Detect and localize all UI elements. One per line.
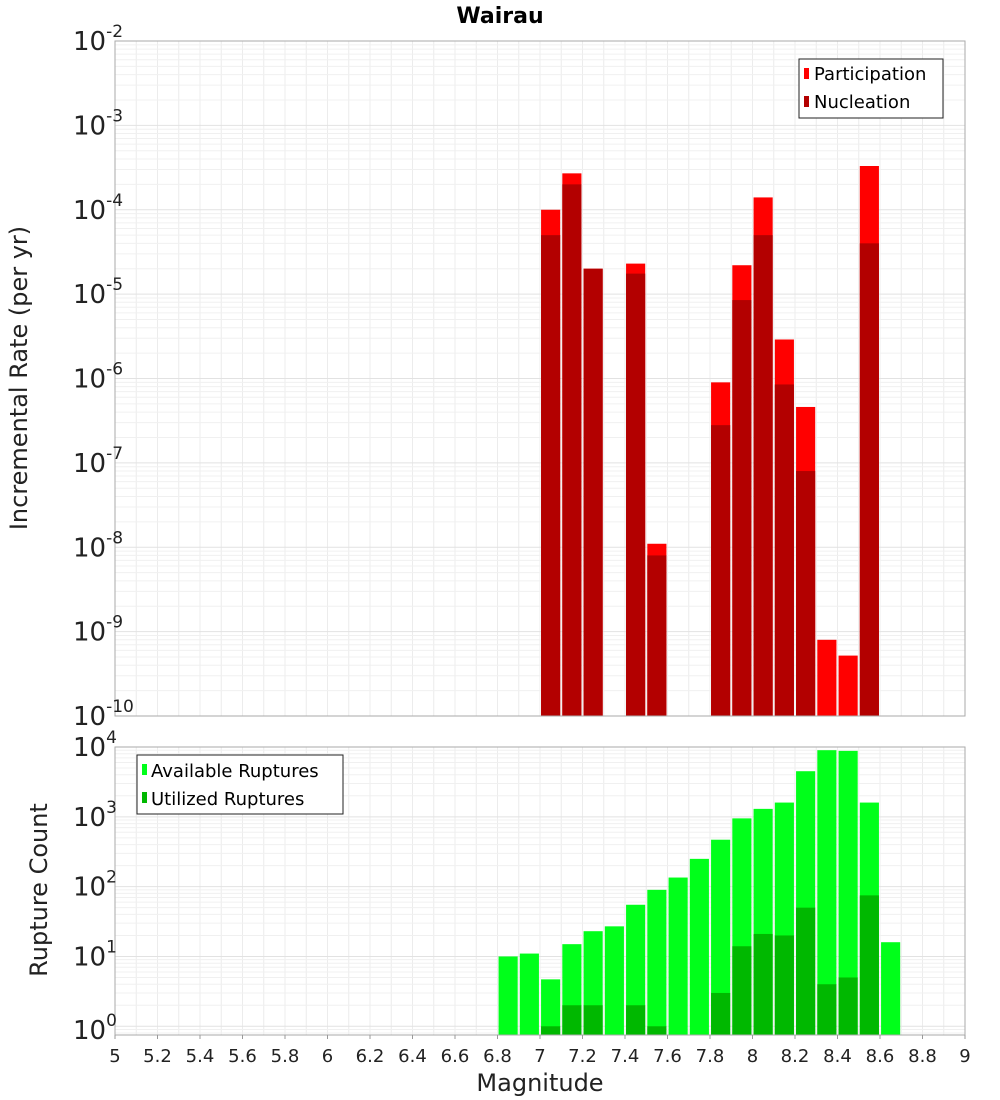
- bar-utilized-ruptures: [711, 992, 731, 1035]
- bar-nucleation: [541, 235, 561, 716]
- bar-nucleation: [583, 268, 603, 716]
- x-axis-label: Magnitude: [476, 1069, 603, 1097]
- y-tick-label: 101: [73, 937, 117, 972]
- x-tick-label: 6.4: [398, 1046, 427, 1067]
- legend-swatch-participation: [804, 68, 809, 79]
- bar-participation: [817, 639, 837, 716]
- bar-nucleation: [647, 555, 667, 716]
- y-tick-label: 10-5: [73, 275, 123, 310]
- bar-utilized-ruptures: [774, 935, 794, 1035]
- x-tick-label: 8.8: [908, 1046, 937, 1067]
- legend-swatch-utilized: [142, 792, 147, 803]
- bar-available-ruptures: [881, 942, 901, 1035]
- bar-available-ruptures: [838, 750, 858, 1035]
- bar-utilized-ruptures: [583, 1005, 603, 1035]
- bar-nucleation: [796, 471, 816, 716]
- y-tick-label: 102: [73, 868, 117, 903]
- legend-label-participation: Participation: [814, 64, 926, 85]
- bar-available-ruptures: [498, 956, 518, 1035]
- rate-plot-border: [114, 40, 966, 717]
- bar-nucleation: [626, 273, 646, 716]
- bar-utilized-ruptures: [796, 907, 816, 1035]
- x-tick-label: 7.6: [653, 1046, 682, 1067]
- bar-available-ruptures: [626, 904, 646, 1035]
- x-tick-label: 8.6: [866, 1046, 895, 1067]
- bar-available-ruptures: [519, 953, 539, 1035]
- bar-nucleation: [562, 184, 582, 717]
- y-tick-label: 10-3: [73, 106, 123, 141]
- y-tick-label: 10-7: [73, 444, 123, 479]
- bar-utilized-ruptures: [626, 1005, 646, 1035]
- bar-nucleation: [859, 243, 879, 717]
- x-tick-label: 6.2: [356, 1046, 385, 1067]
- x-tick-label: 8.2: [781, 1046, 810, 1067]
- x-tick-label: 7.4: [611, 1046, 640, 1067]
- bar-available-ruptures: [647, 889, 667, 1035]
- x-tick-label: 5.8: [271, 1046, 300, 1067]
- x-tick-label: 8: [747, 1046, 758, 1067]
- legend-swatch-nucleation: [804, 96, 809, 107]
- x-tick-label: 5.4: [186, 1046, 215, 1067]
- count-legend-box: [136, 754, 344, 815]
- bar-available-ruptures: [689, 858, 709, 1035]
- bar-available-ruptures: [604, 926, 624, 1035]
- x-tick-label: 5: [109, 1046, 120, 1067]
- bar-utilized-ruptures: [732, 946, 752, 1035]
- bar-nucleation: [774, 384, 794, 716]
- y-tick-label: 104: [73, 728, 117, 763]
- x-tick-label: 7.2: [568, 1046, 597, 1067]
- bar-nucleation: [711, 425, 731, 716]
- rate-legend-box: [798, 58, 944, 119]
- y-tick-label: 10-2: [73, 22, 123, 57]
- bar-utilized-ruptures: [753, 933, 773, 1035]
- count-plot-area: [114, 746, 966, 1036]
- x-tick-label: 5.6: [228, 1046, 257, 1067]
- legend-label-utilized: Utilized Ruptures: [151, 789, 304, 810]
- x-tick-label: 9: [959, 1046, 970, 1067]
- bar-nucleation: [753, 235, 773, 716]
- rate-legend: Participation Nucleation: [798, 58, 944, 119]
- bar-available-ruptures: [541, 979, 561, 1035]
- chart-title: Wairau: [456, 4, 543, 29]
- x-tick-label: 6.8: [483, 1046, 512, 1067]
- bar-utilized-ruptures: [817, 984, 837, 1035]
- bar-nucleation: [732, 300, 752, 716]
- bar-available-ruptures: [668, 877, 688, 1035]
- x-tick-label: 6.6: [441, 1046, 470, 1067]
- y-tick-label: 10-4: [73, 191, 123, 226]
- bar-utilized-ruptures: [859, 895, 879, 1035]
- x-tick-label: 5.2: [143, 1046, 172, 1067]
- bar-utilized-ruptures: [562, 1005, 582, 1035]
- bar-utilized-ruptures: [647, 1026, 667, 1035]
- y-tick-label: 100: [73, 1011, 117, 1046]
- rate-plot-area: [114, 40, 966, 717]
- legend-swatch-available: [142, 764, 147, 775]
- x-tick-label: 7: [534, 1046, 545, 1067]
- bar-utilized-ruptures: [541, 1026, 561, 1035]
- y-tick-label: 10-8: [73, 528, 123, 563]
- x-tick-label: 7.8: [696, 1046, 725, 1067]
- y-tick-label: 10-9: [73, 613, 123, 648]
- bar-available-ruptures: [817, 750, 837, 1035]
- bar-utilized-ruptures: [838, 977, 858, 1035]
- x-tick-label: 8.4: [823, 1046, 852, 1067]
- bar-available-ruptures: [711, 839, 731, 1035]
- legend-label-available: Available Ruptures: [151, 761, 319, 782]
- count-legend: Available Ruptures Utilized Ruptures: [136, 754, 344, 815]
- y-tick-label: 10-10: [73, 697, 134, 732]
- y-tick-label: 103: [73, 798, 117, 833]
- legend-label-nucleation: Nucleation: [814, 92, 910, 113]
- x-tick-label: 6: [322, 1046, 333, 1067]
- bar-participation: [838, 655, 858, 716]
- count-y-axis-label: Rupture Count: [25, 803, 53, 977]
- rate-y-axis-label: Incremental Rate (per yr): [5, 226, 33, 530]
- y-tick-label: 10-6: [73, 360, 123, 395]
